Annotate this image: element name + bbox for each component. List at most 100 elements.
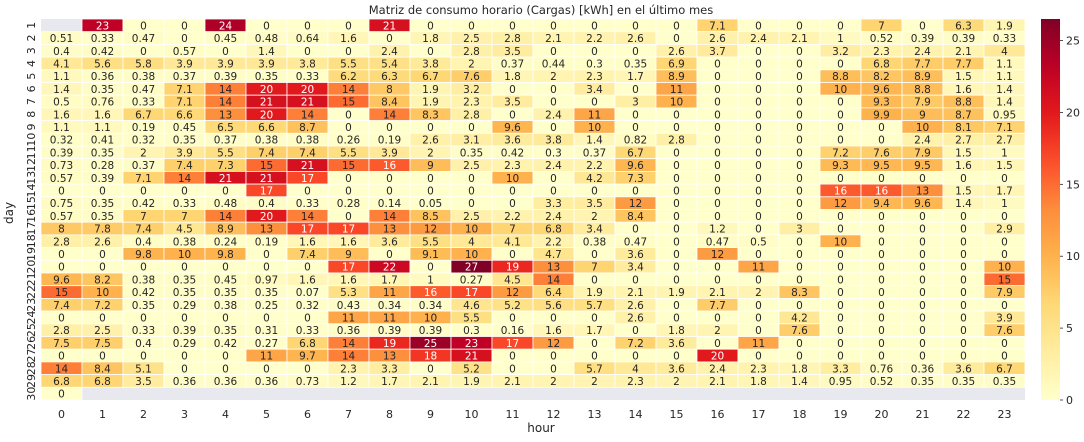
cell-value-label: 0.4 xyxy=(135,236,152,248)
cell-value-label: 0 xyxy=(58,185,65,197)
x-tick-label: 4 xyxy=(222,408,229,421)
x-tick-label: 22 xyxy=(957,408,971,421)
cell-value-label: 21 xyxy=(219,173,232,185)
cell-value-label: 0.32 xyxy=(296,300,319,312)
cell-value-label: 0 xyxy=(755,185,762,197)
cell-value-label: 0 xyxy=(960,325,967,337)
cell-value-label: 6.3 xyxy=(381,71,398,83)
cell-value-label: 0 xyxy=(427,122,434,134)
cell-value-label: 3.9 xyxy=(996,312,1013,324)
cell-value-label: 3 xyxy=(632,97,639,109)
cell-value-label: 0 xyxy=(673,20,680,32)
x-tick-label: 19 xyxy=(834,408,848,421)
cell-value-label: 3.9 xyxy=(381,147,398,159)
cell-value-label: 0.37 xyxy=(132,160,155,172)
cell-value-label: 0.19 xyxy=(378,135,401,147)
cell-value-label: 7.4 xyxy=(53,300,70,312)
cell-value-label: 0 xyxy=(755,274,762,286)
cell-value-label: 0 xyxy=(468,198,475,210)
cell-value-label: 0 xyxy=(714,71,721,83)
colorbar-tick-label: 0 xyxy=(1066,394,1073,407)
cell-value-label: 0.37 xyxy=(501,58,524,70)
cell-value-label: 2 xyxy=(591,376,598,388)
cell-value-label: 6.7 xyxy=(627,147,644,159)
cell-value-label: 0 xyxy=(755,71,762,83)
y-tick-label: 21 xyxy=(25,272,38,286)
cell-value-label: 0.16 xyxy=(501,325,525,337)
cell-value-label: 0 xyxy=(550,312,557,324)
cell-value-label: 3.5 xyxy=(135,376,152,388)
cell-value-label: 0 xyxy=(591,274,598,286)
cell-value-label: 10 xyxy=(834,84,847,96)
cell-value-label: 9.1 xyxy=(422,249,439,261)
cell-value-label: 1.8 xyxy=(504,71,521,83)
x-tick-label: 5 xyxy=(263,408,270,421)
cell-value-label: 1.8 xyxy=(791,363,808,375)
cell-value-label: 3.5 xyxy=(504,46,521,58)
cell-value-label: 0 xyxy=(960,338,967,350)
cell-value-label: 0 xyxy=(181,20,188,32)
cell-value-label: 0 xyxy=(1001,211,1008,223)
cell-value-label: 2.6 xyxy=(94,236,111,248)
cell-value-label: 0 xyxy=(427,46,434,58)
cell-value-label: 9.7 xyxy=(299,351,316,363)
cell-value-label: 2.8 xyxy=(463,109,480,121)
cell-value-label: 1.2 xyxy=(340,376,357,388)
cell-value-label: 0 xyxy=(714,58,721,70)
cell-value-label: 0 xyxy=(755,122,762,134)
cell-value-label: 0.35 xyxy=(132,300,155,312)
cell-value-label: 24 xyxy=(219,20,233,32)
y-tick-label: 17 xyxy=(25,222,38,236)
cell-value-label: 1 xyxy=(1001,147,1008,159)
y-axis-ticks: 1234567891011121314151617181920212223242… xyxy=(25,22,38,401)
cell-value-label: 0 xyxy=(468,173,475,185)
cell-value-label: 11 xyxy=(383,287,396,299)
colorbar-tick-label: 25 xyxy=(1066,35,1080,48)
cell-value-label: 10 xyxy=(998,262,1011,274)
cell-value-label: 15 xyxy=(260,160,273,172)
cell-value-label: 0.35 xyxy=(911,376,934,388)
cell-value-label: 0 xyxy=(673,160,680,172)
cell-value-label: 0.97 xyxy=(255,274,278,286)
cell-value-label: 0 xyxy=(919,236,926,248)
y-tick-label: 12 xyxy=(25,158,38,172)
cell-value-label: 0 xyxy=(427,262,434,274)
cell-value-label: 0 xyxy=(673,185,680,197)
cell-value-label: 0.07 xyxy=(296,287,319,299)
cell-value-label: 5.7 xyxy=(586,300,603,312)
cell-value-label: 13 xyxy=(219,109,232,121)
y-tick-label: 13 xyxy=(25,171,38,185)
cell-value-label: 6.8 xyxy=(873,58,890,70)
x-tick-label: 16 xyxy=(711,408,725,421)
cell-value-label: 2.1 xyxy=(955,46,972,58)
cell-value-label: 6.7 xyxy=(135,109,152,121)
cell-value-label: 1.8 xyxy=(422,33,439,45)
cell-value-label: 0 xyxy=(960,211,967,223)
cell-value-label: 11 xyxy=(752,338,765,350)
cell-value-label: 0.42 xyxy=(214,338,237,350)
cell-value-label: 0 xyxy=(837,173,844,185)
cell-value-label: 14 xyxy=(219,211,233,223)
cell-value-label: 0 xyxy=(386,122,393,134)
cell-value-label: 2.1 xyxy=(791,33,808,45)
cell-value-label: 0 xyxy=(714,147,721,159)
cell-value-label: 9.6 xyxy=(914,198,931,210)
cell-value-label: 0.73 xyxy=(50,160,73,172)
x-tick-label: 13 xyxy=(588,408,602,421)
cell-value-label: 2.7 xyxy=(955,135,972,147)
cell-value-label: 0 xyxy=(837,287,844,299)
cell-value-label: 0 xyxy=(222,262,229,274)
cell-value-label: 0 xyxy=(796,198,803,210)
cell-value-label: 0.39 xyxy=(173,325,196,337)
cell-value-label: 1.5 xyxy=(955,185,972,197)
cell-value-label: 0 xyxy=(878,262,885,274)
cell-value-label: 0 xyxy=(99,185,106,197)
cell-value-label: 10 xyxy=(670,97,683,109)
cell-value-label: 14 xyxy=(55,363,69,375)
cell-value-label: 0 xyxy=(222,351,229,363)
cell-value-label: 9.8 xyxy=(135,249,152,261)
cell-value-label: 8.9 xyxy=(668,71,685,83)
cell-value-label: 0.76 xyxy=(91,97,115,109)
cell-value-label: 0 xyxy=(345,211,352,223)
cell-value-label: 13 xyxy=(547,262,560,274)
